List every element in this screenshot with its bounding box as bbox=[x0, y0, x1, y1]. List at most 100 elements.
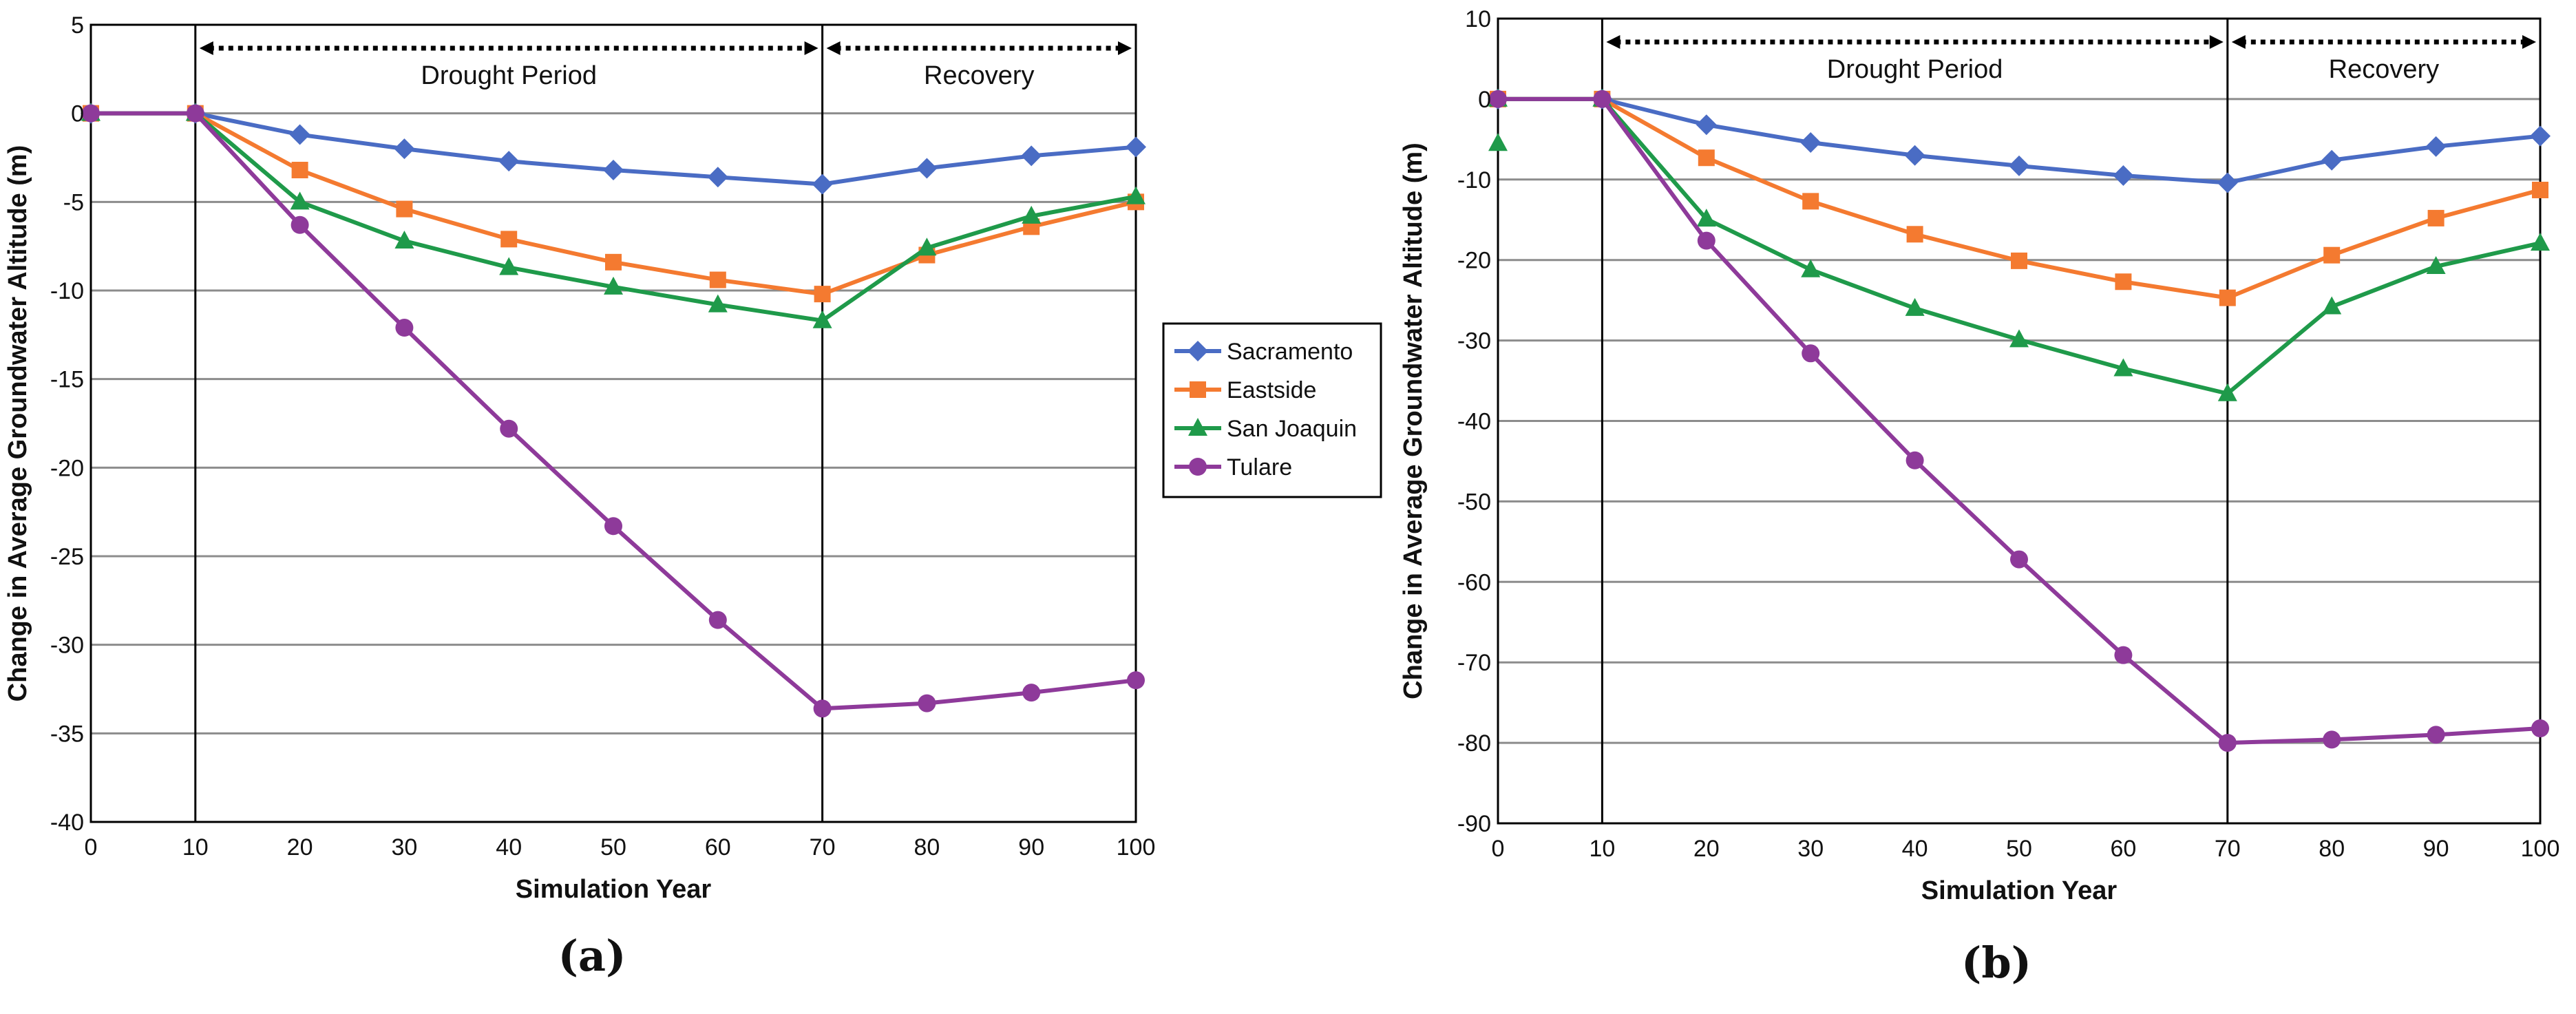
series-eastside bbox=[83, 105, 1144, 303]
x-tick-label: 30 bbox=[391, 834, 417, 860]
series-sacramento bbox=[81, 103, 1146, 195]
data-point-sacramento bbox=[2113, 165, 2134, 186]
data-point-san-joaquin bbox=[2322, 296, 2342, 315]
legend-label: Tulare bbox=[1227, 454, 1292, 480]
y-tick-label: -35 bbox=[50, 721, 84, 747]
y-tick-label: -30 bbox=[1457, 328, 1491, 355]
x-tick-label: 0 bbox=[1492, 836, 1505, 862]
x-tick-label: 50 bbox=[2006, 836, 2032, 862]
x-tick-label: 70 bbox=[810, 834, 836, 860]
data-point-eastside bbox=[2115, 273, 2132, 291]
data-point-sacramento bbox=[1696, 114, 1717, 136]
x-tick-label: 100 bbox=[2521, 836, 2560, 862]
y-tick-label: 5 bbox=[71, 12, 84, 39]
data-point-sacramento bbox=[498, 151, 520, 172]
data-point-eastside bbox=[2011, 252, 2027, 269]
data-point-tulare bbox=[82, 104, 100, 123]
y-axis-title: Change in Average Groundwater Altitude (… bbox=[1399, 142, 1428, 699]
data-point-san-joaquin bbox=[1022, 205, 1042, 224]
x-tick-label: 40 bbox=[1902, 836, 1928, 862]
series-tulare bbox=[1489, 89, 2549, 752]
x-tick-label: 100 bbox=[1117, 834, 1156, 860]
data-point-sacramento bbox=[916, 158, 938, 179]
y-tick-label: -20 bbox=[50, 455, 84, 481]
data-point-tulare bbox=[1489, 89, 1507, 108]
period-arrow-recovery bbox=[2231, 35, 2536, 49]
data-point-eastside bbox=[500, 231, 518, 248]
data-point-san-joaquin bbox=[1801, 259, 1821, 277]
data-point-san-joaquin bbox=[2113, 358, 2133, 377]
data-point-eastside bbox=[605, 253, 622, 271]
data-point-eastside bbox=[291, 162, 308, 179]
data-point-sacramento bbox=[1904, 145, 1925, 166]
data-point-eastside bbox=[396, 200, 413, 218]
data-point-tulare bbox=[2114, 646, 2133, 664]
x-axis-title: Simulation Year bbox=[516, 875, 712, 904]
series-eastside bbox=[1490, 90, 2548, 306]
period-label: Drought Period bbox=[421, 61, 597, 90]
data-point-sacramento bbox=[2009, 155, 2029, 176]
data-point-san-joaquin bbox=[499, 257, 519, 275]
series-tulare bbox=[82, 104, 1145, 718]
data-point-sacramento bbox=[1021, 145, 1042, 167]
panel-label: (b) bbox=[1961, 938, 2031, 988]
period-arrow-recovery bbox=[826, 41, 1132, 55]
legend-label: Sacramento bbox=[1227, 339, 1353, 365]
data-point-tulare bbox=[2323, 730, 2341, 749]
series-san-joaquin bbox=[1488, 88, 2550, 401]
arrowhead-right-icon bbox=[2209, 35, 2224, 49]
legend-label: Eastside bbox=[1227, 377, 1316, 403]
data-point-tulare bbox=[2218, 734, 2237, 752]
x-tick-label: 80 bbox=[914, 834, 940, 860]
x-tick-label: 30 bbox=[1797, 836, 1824, 862]
data-point-san-joaquin bbox=[812, 310, 832, 328]
y-tick-label: -20 bbox=[1457, 248, 1491, 274]
data-point-san-joaquin bbox=[2426, 256, 2446, 275]
plot-area-frame bbox=[1497, 17, 2542, 825]
data-point-sacramento bbox=[707, 167, 728, 188]
data-point-eastside bbox=[1802, 193, 1819, 210]
arrowhead-left-icon bbox=[826, 41, 841, 55]
x-tick-label: 10 bbox=[182, 834, 209, 860]
data-point-tulare bbox=[1593, 89, 1612, 108]
data-point-sacramento bbox=[2425, 136, 2447, 157]
legend-marker-square-icon bbox=[1190, 381, 1206, 398]
y-tick-label: -10 bbox=[1457, 167, 1491, 193]
data-point-san-joaquin bbox=[2217, 383, 2237, 401]
data-point-tulare bbox=[918, 694, 936, 712]
x-tick-label: 60 bbox=[2110, 836, 2136, 862]
data-point-sacramento bbox=[812, 173, 833, 195]
data-point-tulare bbox=[813, 699, 832, 718]
legend: Sacramento Eastside San Joaquin Tulare bbox=[1162, 322, 1382, 498]
legend-item-tulare: Tulare bbox=[1174, 454, 1292, 480]
arrowhead-left-icon bbox=[2231, 35, 2246, 49]
data-point-tulare bbox=[1697, 231, 1715, 250]
y-tick-label: 0 bbox=[1478, 87, 1491, 113]
data-point-tulare bbox=[604, 517, 622, 536]
arrowhead-right-icon bbox=[1118, 41, 1132, 55]
data-point-eastside bbox=[2219, 289, 2236, 306]
y-tick-label: -5 bbox=[63, 189, 84, 215]
y-tick-label: -50 bbox=[1457, 489, 1491, 515]
period-label: Recovery bbox=[2329, 55, 2440, 84]
legend-item-eastside: Eastside bbox=[1174, 377, 1316, 403]
period-arrow-drought-period bbox=[199, 41, 819, 55]
data-point-sacramento bbox=[394, 138, 415, 160]
legend-item-san-joaquin: San Joaquin bbox=[1174, 416, 1357, 442]
y-tick-label: -25 bbox=[50, 544, 84, 570]
data-point-tulare bbox=[2531, 719, 2549, 738]
y-tick-label: 10 bbox=[1465, 6, 1491, 32]
data-point-tulare bbox=[500, 419, 518, 438]
x-tick-label: 20 bbox=[287, 834, 313, 860]
data-point-tulare bbox=[186, 104, 204, 123]
data-point-tulare bbox=[708, 611, 727, 629]
legend-marker-triangle-icon bbox=[1188, 418, 1207, 436]
data-point-san-joaquin bbox=[917, 237, 937, 256]
y-tick-label: 0 bbox=[71, 101, 84, 127]
legend-label: San Joaquin bbox=[1227, 416, 1357, 442]
data-point-eastside bbox=[1698, 149, 1715, 167]
x-tick-label: 90 bbox=[2423, 836, 2449, 862]
period-arrow-drought-period bbox=[1606, 35, 2224, 49]
data-point-sacramento bbox=[2321, 149, 2343, 171]
